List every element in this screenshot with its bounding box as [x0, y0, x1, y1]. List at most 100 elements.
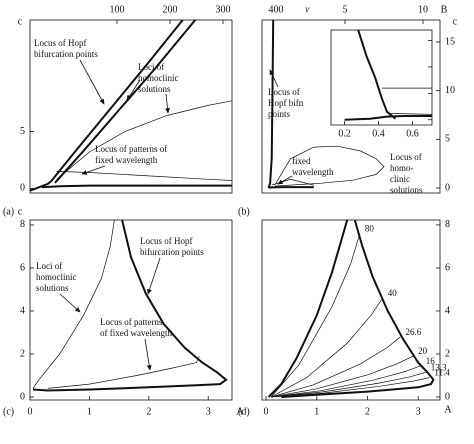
annotation: bifurcation points: [34, 49, 98, 59]
annotation-arrow: [59, 293, 81, 313]
annotation-arrow: [79, 59, 105, 105]
annotation: homoclinic: [138, 73, 179, 83]
curve: [56, 100, 233, 180]
annotation: fixed: [292, 156, 311, 166]
x-tick-label: 2: [146, 406, 151, 417]
plot-frame: [29, 219, 233, 401]
x2-tick-label: 100: [109, 4, 124, 15]
panel-label: (c): [3, 406, 14, 417]
x2-tick-label: 200: [162, 4, 177, 15]
x-tick-label: 0.6: [406, 128, 419, 139]
y-tick-label: 6: [20, 262, 25, 273]
curve-label: 20: [418, 346, 428, 356]
curve: [271, 365, 421, 398]
curve: [344, 115, 432, 121]
y-tick-label: 0: [20, 183, 25, 194]
annotation: Loci of: [138, 62, 164, 72]
curve: [271, 377, 430, 398]
x-tick-label: 3: [416, 406, 421, 417]
curve-label: 40: [388, 288, 398, 298]
y-tick-label: 6: [445, 262, 450, 273]
annotation: homo-: [390, 163, 414, 173]
curve: [274, 145, 385, 187]
annotation: solutions: [390, 185, 423, 195]
panel-label: (a): [3, 206, 14, 217]
curve: [270, 233, 361, 398]
y-tick-label: 2: [20, 348, 25, 359]
annotation: solutions: [36, 283, 69, 293]
annotation: points: [268, 109, 291, 119]
annotation: of fixed wavelength: [100, 328, 172, 338]
curve: [270, 297, 383, 398]
curve-label: 80: [365, 224, 375, 234]
y-tick-label: 0: [445, 391, 450, 402]
curve: [32, 219, 228, 392]
curve: [267, 19, 275, 189]
y-tick-label: 0: [20, 391, 25, 402]
curve: [357, 29, 397, 120]
annotation: fixed wavelength: [95, 155, 158, 165]
annotation: Locus of: [268, 87, 300, 97]
curve: [47, 355, 200, 389]
curve-label: 13.3: [431, 362, 447, 372]
x-tick-label: 1: [314, 406, 319, 417]
x-axis-label: B: [441, 4, 448, 15]
y-tick-label: 5: [20, 126, 25, 137]
y-tick-label: 8: [445, 219, 450, 230]
inset-frame: [330, 29, 433, 126]
curve: [281, 219, 435, 398]
y-tick-label: 2: [445, 348, 450, 359]
annotation-arrow: [269, 69, 279, 88]
annotation-arrow: [144, 338, 152, 371]
annotation-arrow: [147, 257, 161, 295]
curve: [54, 19, 196, 184]
curve: [41, 184, 232, 189]
x-tick-label: 1: [87, 406, 92, 417]
y-tick-label: 5: [445, 134, 450, 145]
curve-label: 26.6: [405, 327, 421, 337]
curve: [32, 219, 115, 389]
y-tick-label: 8: [20, 219, 25, 230]
x-tick-label: 0: [264, 406, 269, 417]
annotation: Locus of Hopf: [34, 38, 87, 48]
y-tick-label: 0: [445, 182, 450, 193]
x-tick-label: 5: [342, 4, 347, 15]
annotation-arrow: [126, 79, 141, 101]
curve-label: 16: [426, 356, 436, 366]
annotation: wavelength: [292, 167, 334, 177]
x-tick-label: 3: [206, 406, 211, 417]
x-axis-label: A: [444, 404, 452, 415]
annotation: Loci of: [36, 261, 62, 271]
curve: [271, 371, 426, 398]
annotation-arrow: [81, 165, 106, 175]
x2-tick-label: 300: [215, 4, 230, 15]
x-tick-label: 0.2: [338, 128, 351, 139]
annotation: homoclinic: [36, 272, 77, 282]
x-tick-label: 0.4: [372, 128, 385, 139]
y-tick-label: 4: [20, 305, 25, 316]
curve: [271, 336, 401, 398]
curve: [267, 219, 349, 398]
annotation: Locus of patterns: [100, 317, 163, 327]
annotation: Locus of: [390, 152, 422, 162]
annotation: Hopf bifn: [268, 98, 304, 108]
y-tick-label: 10: [445, 85, 455, 96]
curve: [50, 19, 184, 183]
y-axis-label: c: [18, 206, 23, 217]
x-axis-label: A: [236, 406, 244, 417]
annotation: Locus of patterns of: [95, 144, 167, 154]
x-tick-label: 2: [365, 406, 370, 417]
x-tick-label: 0: [28, 406, 33, 417]
curve: [29, 180, 52, 192]
curve: [56, 171, 233, 181]
y-axis-label: c: [18, 16, 23, 27]
annotation-arrow: [277, 175, 293, 185]
x-tick-label: 10: [418, 4, 428, 15]
annotation: Locus of Hopf: [140, 236, 193, 246]
curve: [388, 113, 433, 115]
y-tick-label: 4: [445, 305, 450, 316]
panel-label: (b): [238, 206, 250, 217]
x2-axis-label: ν: [305, 4, 310, 15]
plot-frame: [261, 219, 441, 401]
annotation: bifurcation points: [140, 247, 204, 257]
